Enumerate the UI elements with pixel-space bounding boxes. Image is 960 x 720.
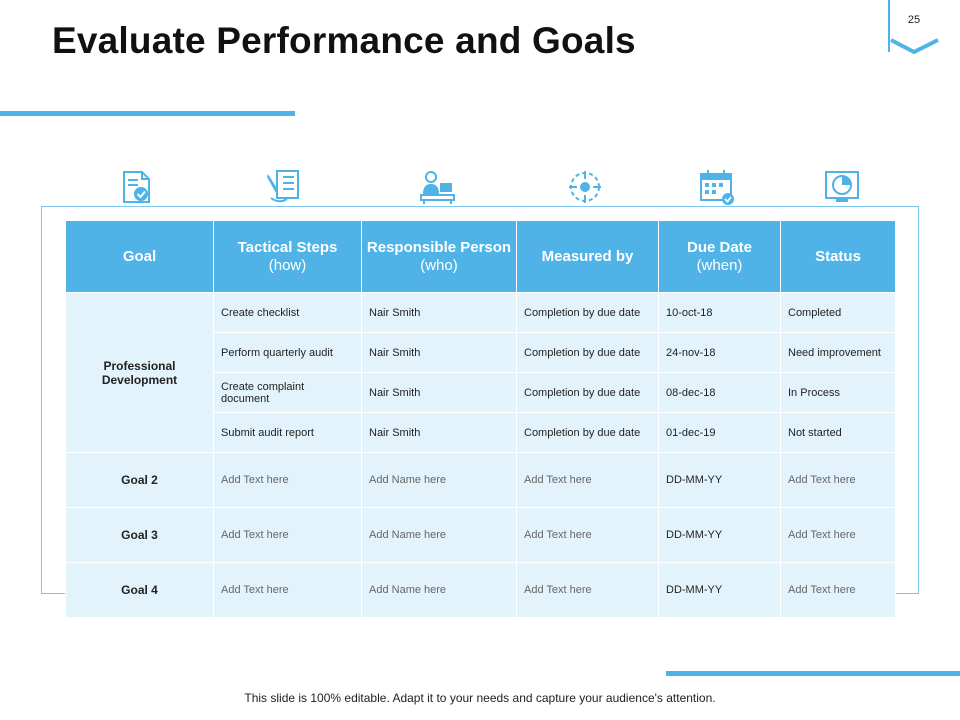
table-row: Goal 2 Add Text here Add Name here Add T…: [65, 452, 896, 508]
step-cell: Create checklist: [213, 292, 362, 333]
checklist-pen-icon: [267, 170, 299, 203]
table-row: Goal 4 Add Text here Add Name here Add T…: [65, 562, 896, 618]
status-cell: Add Text here: [780, 452, 896, 508]
goal-cell: Goal 3: [65, 507, 214, 563]
header-tactical-steps: Tactical Steps (how): [213, 220, 362, 293]
status-cell: Completed: [780, 292, 896, 333]
measure-cell: Completion by due date: [516, 412, 659, 453]
person-cell: Add Name here: [361, 507, 517, 563]
document-check-icon: [123, 171, 150, 203]
table-row: Perform quarterly audit Nair Smith Compl…: [66, 332, 896, 373]
slide-title: Evaluate Performance and Goals: [52, 20, 636, 61]
person-cell: Add Name here: [361, 562, 517, 618]
step-cell: Add Text here: [213, 452, 362, 508]
title-accent-line: [0, 111, 295, 116]
page-number: 25: [907, 14, 921, 26]
step-cell: Submit audit report: [213, 412, 362, 453]
target-arrows-icon: [569, 171, 601, 203]
person-cell: Nair Smith: [361, 292, 517, 333]
due-date-cell: 10-oct-18: [658, 292, 781, 333]
table-row: Goal 3 Add Text here Add Name here Add T…: [65, 507, 896, 563]
due-date-cell: 24-nov-18: [658, 332, 781, 373]
measure-cell: Add Text here: [516, 507, 659, 563]
person-cell: Nair Smith: [361, 372, 517, 413]
person-desk-icon: [420, 171, 455, 204]
header-measured-by: Measured by: [516, 220, 659, 293]
page-number-flag: 25: [888, 0, 940, 55]
status-cell: Add Text here: [780, 507, 896, 563]
bottom-accent-line: [666, 671, 960, 676]
status-cell: In Process: [780, 372, 896, 413]
measure-cell: Add Text here: [516, 562, 659, 618]
measure-cell: Completion by due date: [516, 292, 659, 333]
step-cell: Create complaint document: [213, 372, 362, 413]
footer-note: This slide is 100% editable. Adapt it to…: [244, 691, 716, 705]
due-date-cell: 01-dec-19: [658, 412, 781, 453]
header-due-date: Due Date (when): [658, 220, 781, 293]
table-row: Submit audit report Nair Smith Completio…: [66, 412, 896, 453]
table-row: Create complaint document Nair Smith Com…: [66, 372, 896, 413]
due-date-cell: DD-MM-YY: [658, 507, 781, 563]
person-cell: Add Name here: [361, 452, 517, 508]
goal-cell: Professional Development: [65, 292, 214, 453]
due-date-cell: 08-dec-18: [658, 372, 781, 413]
step-cell: Add Text here: [213, 507, 362, 563]
header-status: Status: [780, 220, 896, 293]
person-cell: Nair Smith: [361, 332, 517, 373]
header-goal: Goal: [65, 220, 214, 293]
step-cell: Add Text here: [213, 562, 362, 618]
table-header-row: Goal Tactical Steps (how) Responsible Per…: [65, 220, 896, 293]
measure-cell: Add Text here: [516, 452, 659, 508]
person-cell: Nair Smith: [361, 412, 517, 453]
due-date-cell: DD-MM-YY: [658, 452, 781, 508]
measure-cell: Completion by due date: [516, 332, 659, 373]
goal-cell: Goal 2: [65, 452, 214, 508]
status-cell: Need improvement: [780, 332, 896, 373]
status-cell: Not started: [780, 412, 896, 453]
goal-cell: Goal 4: [65, 562, 214, 618]
due-date-cell: DD-MM-YY: [658, 562, 781, 618]
status-cell: Add Text here: [780, 562, 896, 618]
performance-table: Goal Tactical Steps (how) Responsible Per…: [65, 220, 896, 618]
dashboard-chart-icon: [825, 171, 859, 202]
calendar-check-icon: [700, 170, 734, 205]
table-row: Professional Development Create checklis…: [65, 292, 896, 453]
header-responsible-person: Responsible Person (who): [361, 220, 517, 293]
measure-cell: Completion by due date: [516, 372, 659, 413]
bookmark-icon: [888, 0, 939, 55]
step-cell: Perform quarterly audit: [213, 332, 362, 373]
